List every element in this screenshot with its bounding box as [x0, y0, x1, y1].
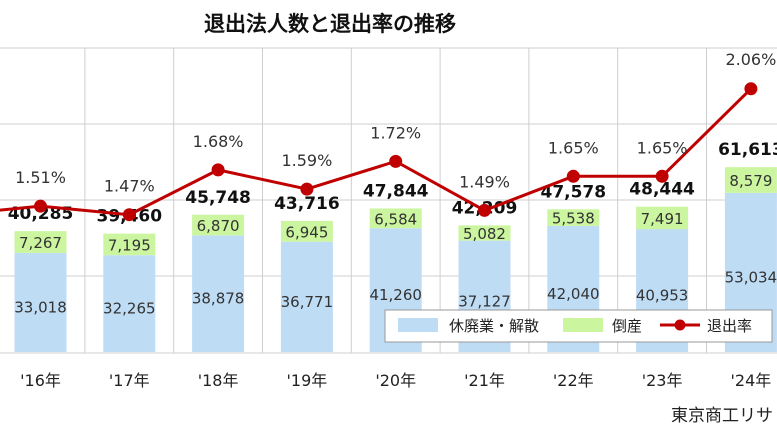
- label-closures: 53,034: [725, 268, 777, 286]
- label-closures: 33,018: [14, 298, 67, 316]
- x-tick-label: '20年: [375, 371, 416, 390]
- x-tick-label: '23年: [642, 371, 683, 390]
- x-tick-label: '19年: [287, 371, 328, 390]
- legend-swatch-closures: [398, 318, 438, 332]
- legend-swatch-bankruptcy: [563, 318, 603, 332]
- label-bankruptcy: 6,870: [197, 217, 240, 235]
- rate-label: 1.65%: [548, 138, 599, 157]
- label-bankruptcy: 7,195: [108, 236, 151, 254]
- bar-closures: [280, 241, 333, 352]
- label-closures: 41,260: [369, 286, 422, 304]
- label-bankruptcy: 5,538: [552, 210, 595, 228]
- label-closures: 40,953: [636, 287, 689, 305]
- bar-bankruptcy: [724, 167, 777, 193]
- rate-line: [0, 87, 752, 217]
- rate-label: 1.51%: [15, 168, 66, 187]
- label-closures: 37,127: [458, 292, 511, 310]
- bar-closures: [103, 255, 156, 352]
- label-total: 47,578: [540, 182, 606, 202]
- bar-bankruptcy: [103, 233, 156, 256]
- x-tick-label: '16年: [20, 371, 61, 390]
- rate-point: [744, 82, 758, 96]
- x-tick-label: '18年: [198, 371, 239, 390]
- x-tick-label: '21年: [464, 371, 505, 390]
- rate-label: 1.68%: [193, 132, 244, 151]
- label-total: 47,844: [363, 181, 429, 201]
- bar-bankruptcy: [280, 220, 333, 242]
- rate-point: [34, 199, 47, 213]
- label-closures: 38,878: [192, 290, 245, 308]
- rate-point: [389, 154, 403, 168]
- bar-bankruptcy: [14, 231, 67, 253]
- bar-bankruptcy: [636, 206, 689, 230]
- x-tick-label: '24年: [731, 371, 772, 390]
- label-bankruptcy: 8,579: [729, 172, 772, 190]
- source-note: 東京商工リサ: [671, 406, 773, 426]
- rate-label: 1.59%: [281, 151, 332, 170]
- bar-bankruptcy: [458, 225, 511, 241]
- legend-label-bankruptcy: 倒産: [612, 317, 642, 335]
- label-total: 61,613: [718, 140, 777, 160]
- bar-bankruptcy: [192, 214, 245, 236]
- legend-label-closures: 休廃業・解散: [449, 317, 539, 335]
- x-tick-label: '22年: [553, 371, 594, 390]
- label-total: 43,716: [274, 194, 340, 214]
- bar-bankruptcy: [369, 208, 422, 229]
- label-bankruptcy: 7,267: [19, 234, 62, 252]
- rate-label: 2.06%: [725, 50, 776, 69]
- rate-point: [300, 182, 314, 196]
- rate-label: 1.49%: [459, 172, 510, 191]
- bar-closures: [192, 235, 245, 352]
- x-tick-label: '17年: [109, 371, 150, 390]
- bar-bankruptcy: [547, 209, 600, 226]
- legend-label-rate: 退出率: [707, 317, 752, 335]
- chart-title: 退出法人数と退出率の推移: [204, 12, 456, 36]
- rate-point: [655, 169, 669, 183]
- label-bankruptcy: 6,945: [285, 223, 328, 241]
- label-total: 45,748: [185, 188, 251, 208]
- label-closures: 32,265: [103, 300, 156, 318]
- label-bankruptcy: 5,082: [463, 225, 506, 243]
- rate-point: [566, 169, 580, 183]
- legend-swatch-rate-point: [674, 319, 686, 331]
- label-closures: 36,771: [281, 293, 334, 311]
- rate-point: [211, 163, 225, 177]
- rate-label: 1.65%: [637, 138, 688, 157]
- rate-label: 1.47%: [104, 177, 155, 196]
- label-bankruptcy: 6,584: [374, 210, 417, 228]
- rate-label: 1.72%: [370, 123, 421, 142]
- bar-closures: [14, 252, 67, 352]
- rate-point: [478, 203, 491, 217]
- rate-point: [122, 208, 136, 222]
- label-bankruptcy: 7,491: [641, 210, 684, 228]
- label-total: 48,444: [629, 180, 695, 200]
- label-closures: 42,040: [547, 285, 600, 303]
